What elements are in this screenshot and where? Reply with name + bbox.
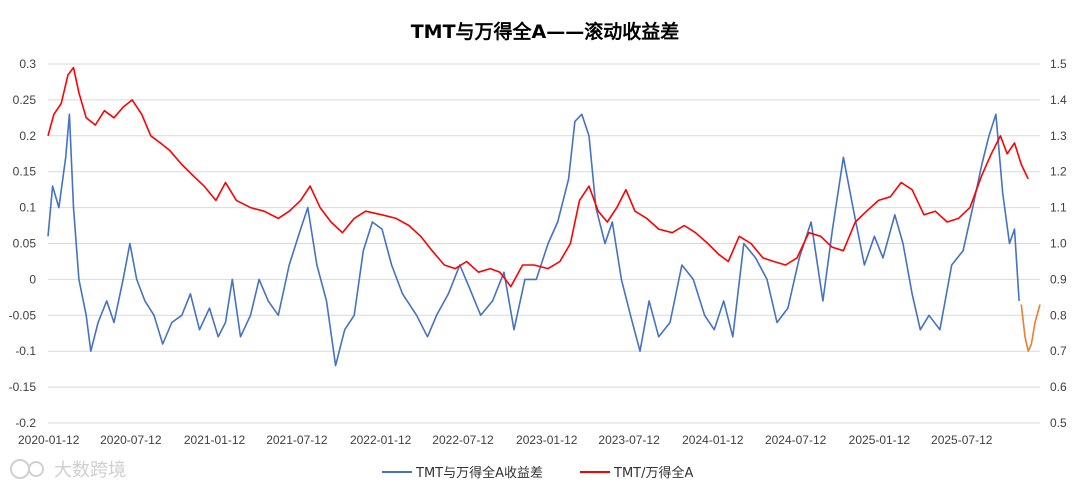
left-axis: -0.2 -0.15 -0.1 -0.05 0 0.05 0.1 0.15 0.2 0.25 0.3	[9, 57, 37, 430]
y-left-tick-label: 0.3	[19, 57, 36, 71]
x-tick-label: 2025-07-12	[931, 433, 993, 447]
y-left-tick-label: -0.05	[9, 308, 37, 322]
y-right-tick-label: 1.0	[1050, 237, 1067, 251]
y-left-tick-label: 0.1	[19, 201, 36, 215]
y-right-tick-label: 1.4	[1050, 93, 1067, 107]
right-axis: 0.5 0.6 0.7 0.8 0.9 1.0 1.1 1.2 1.3 1.4 1.5	[1050, 57, 1067, 430]
watermark-logo-icon-2	[28, 461, 44, 477]
x-axis: 2020-01-12 2020-07-12 2021-01-12 2021-07-12…	[18, 433, 993, 447]
y-left-tick-label: 0.05	[13, 237, 37, 251]
y-left-tick-label: 0.2	[19, 129, 36, 143]
series-line-spread	[47, 113, 1020, 367]
y-right-tick-label: 1.1	[1050, 201, 1067, 215]
x-tick-label: 2022-07-12	[432, 433, 494, 447]
x-tick-label: 2021-01-12	[184, 433, 246, 447]
x-tick-label: 2022-01-12	[350, 433, 412, 447]
legend-label-ratio: TMT/万得全A	[613, 465, 693, 481]
y-right-tick-label: 1.3	[1050, 129, 1067, 143]
x-tick-label: 2020-01-12	[18, 433, 80, 447]
y-left-tick-label: 0	[29, 272, 36, 286]
legend: TMT与万得全A收益差 TMT/万得全A	[382, 465, 693, 481]
y-right-tick-label: 0.8	[1050, 308, 1067, 322]
series-layer	[47, 66, 1041, 367]
y-right-tick-label: 0.9	[1050, 272, 1067, 286]
watermark: 大数跨境	[10, 459, 126, 481]
grid	[48, 63, 1040, 424]
x-tick-label: 2021-07-12	[266, 433, 328, 447]
series-line-recent-spread	[1020, 304, 1041, 353]
y-right-tick-label: 0.5	[1050, 416, 1067, 430]
chart-title: TMT与万得全A——滚动收益差	[411, 20, 680, 43]
watermark-logo-icon	[10, 459, 30, 479]
x-tick-label: 2023-01-12	[516, 433, 578, 447]
legend-label-spread: TMT与万得全A收益差	[415, 465, 543, 481]
x-tick-label: 2025-01-12	[849, 433, 911, 447]
x-tick-label: 2023-07-12	[598, 433, 660, 447]
y-left-tick-label: -0.15	[9, 380, 37, 394]
y-right-tick-label: 0.6	[1050, 380, 1067, 394]
x-tick-label: 2024-07-12	[765, 433, 827, 447]
y-left-tick-label: -0.1	[15, 344, 36, 358]
y-right-tick-label: 1.5	[1050, 57, 1067, 71]
x-tick-label: 2020-07-12	[100, 433, 162, 447]
y-right-tick-label: 1.2	[1050, 165, 1067, 179]
y-left-tick-label: 0.15	[13, 165, 37, 179]
series-line-ratio	[47, 66, 1029, 288]
x-tick-label: 2024-01-12	[682, 433, 744, 447]
watermark-text: 大数跨境	[54, 460, 126, 481]
y-right-tick-label: 0.7	[1050, 344, 1067, 358]
y-left-tick-label: -0.2	[15, 416, 36, 430]
y-left-tick-label: 0.25	[13, 93, 37, 107]
